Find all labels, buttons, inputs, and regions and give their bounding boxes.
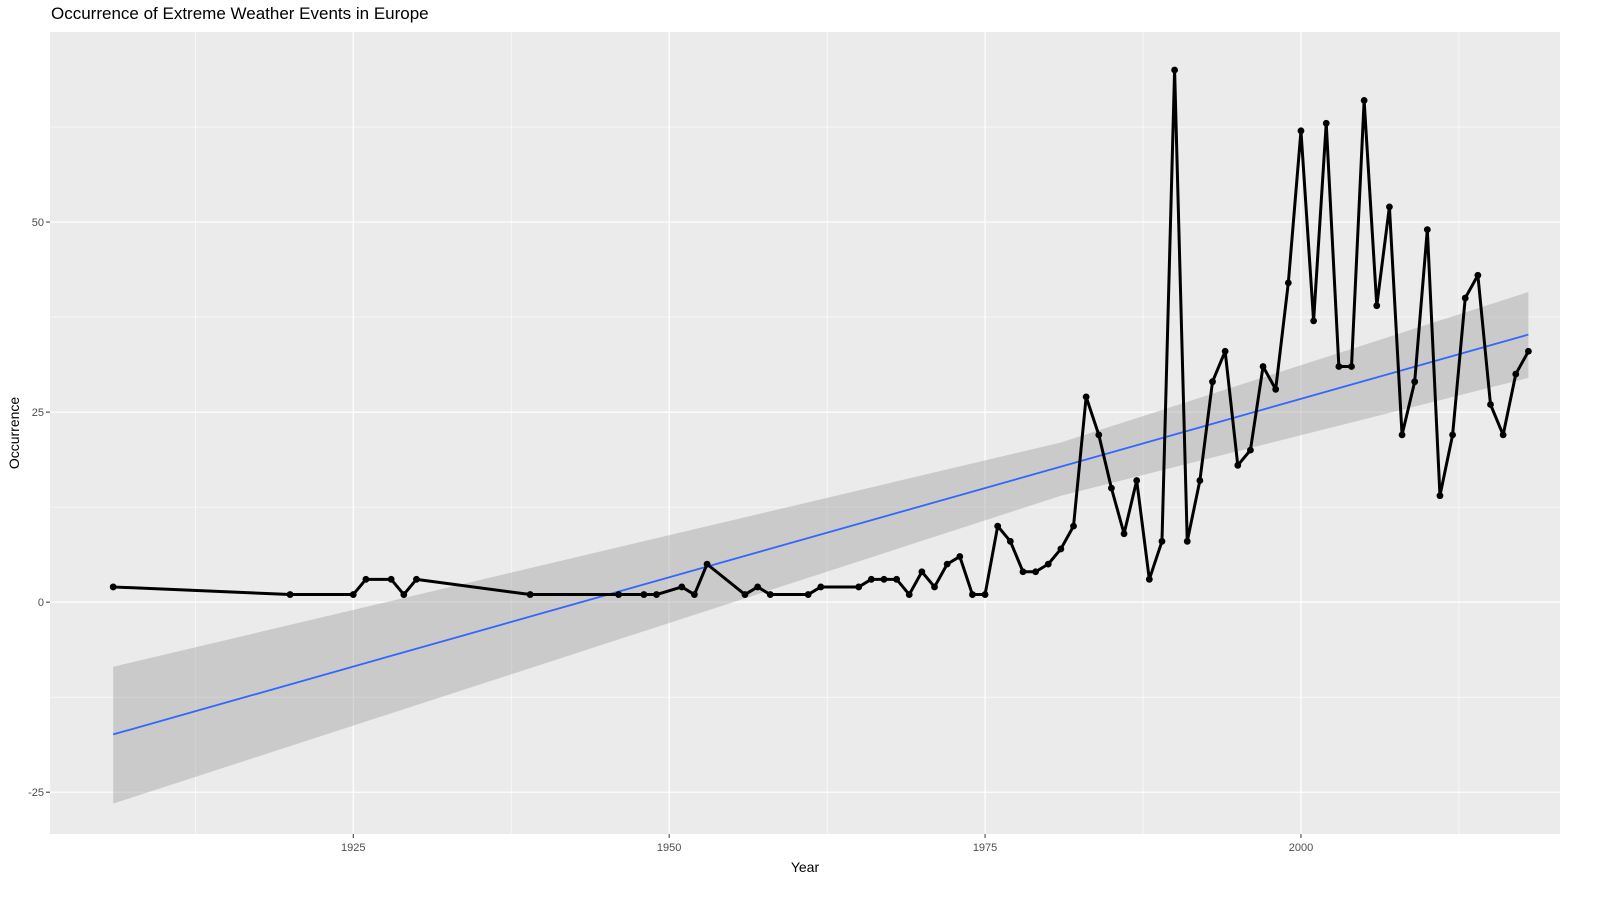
data-point	[1259, 363, 1267, 370]
data-point	[931, 583, 938, 591]
x-axis: 1925 1950 1975 2000	[341, 834, 1313, 854]
data-point	[1360, 97, 1368, 104]
data-point	[1044, 560, 1052, 568]
data-point	[981, 591, 989, 598]
x-tick-label: 2000	[1289, 842, 1313, 854]
chart-title: Occurrence of Extreme Weather Events in …	[51, 4, 429, 23]
data-point	[1386, 203, 1393, 211]
data-point	[678, 583, 686, 591]
data-point	[994, 522, 1002, 530]
data-point	[1423, 226, 1431, 234]
data-point	[1335, 363, 1343, 370]
data-point	[1120, 530, 1128, 538]
data-point	[1108, 484, 1115, 492]
data-point	[615, 591, 623, 598]
data-point	[754, 583, 762, 591]
data-point	[1284, 279, 1292, 287]
data-point	[943, 560, 951, 568]
x-tick-label: 1975	[973, 842, 997, 854]
y-tick-label: 25	[32, 407, 44, 419]
data-point	[1461, 294, 1469, 302]
data-point	[1082, 393, 1090, 401]
data-point	[867, 575, 875, 583]
data-point	[653, 591, 660, 598]
data-point	[855, 583, 863, 591]
data-point	[1095, 431, 1103, 439]
y-axis-title: Occurrence	[6, 397, 22, 470]
data-point	[817, 583, 825, 591]
y-tick-label: 50	[32, 217, 44, 229]
data-point	[387, 575, 395, 583]
plot-panel	[50, 32, 1560, 834]
data-point	[703, 560, 711, 568]
data-point	[1171, 66, 1179, 74]
data-point	[1310, 317, 1317, 325]
data-point	[741, 591, 749, 598]
data-point	[1525, 347, 1532, 355]
data-point	[1487, 401, 1494, 408]
data-point	[1158, 537, 1166, 545]
data-point	[1449, 431, 1456, 439]
data-point	[1145, 575, 1153, 583]
data-point	[969, 591, 976, 598]
grid-lines	[50, 32, 1560, 834]
data-point	[640, 591, 648, 598]
data-point	[880, 575, 888, 583]
data-point	[1019, 568, 1027, 576]
data-point	[1183, 537, 1191, 545]
x-tick-label: 1925	[341, 842, 365, 854]
data-point	[1247, 446, 1254, 454]
data-point	[1322, 119, 1330, 127]
data-point	[349, 591, 357, 598]
data-point	[1221, 347, 1229, 355]
data-point	[286, 591, 294, 598]
data-point	[1272, 385, 1280, 393]
data-point	[1297, 127, 1305, 135]
data-point	[1373, 302, 1381, 310]
data-point	[1474, 271, 1482, 279]
confidence-band	[113, 291, 1529, 804]
data-point	[804, 591, 812, 598]
y-axis: -25 0 25 50	[28, 217, 50, 799]
data-point	[1006, 537, 1014, 545]
data-point	[1032, 568, 1040, 576]
data-point	[1348, 363, 1355, 370]
data-point	[362, 575, 370, 583]
data-point	[1209, 378, 1216, 386]
x-tick-label: 1950	[657, 842, 681, 854]
data-point	[893, 575, 901, 583]
data-point	[918, 568, 926, 576]
y-tick-label: -25	[28, 787, 44, 799]
data-point	[1196, 477, 1204, 484]
trend-line-layer	[112, 333, 1529, 736]
x-axis-title: Year	[791, 859, 820, 875]
data-point	[1070, 522, 1077, 530]
data-point	[956, 553, 964, 560]
confidence-band-layer	[113, 291, 1529, 804]
data-point	[1398, 431, 1406, 439]
data-point	[1512, 370, 1520, 378]
data-point	[413, 575, 420, 583]
data-point	[905, 591, 913, 598]
series-layer	[109, 66, 1532, 598]
data-point	[766, 591, 774, 598]
data-point	[400, 591, 408, 598]
data-point	[1057, 545, 1065, 553]
data-point	[1436, 492, 1444, 500]
y-tick-label: 0	[38, 597, 44, 609]
data-point	[109, 583, 117, 591]
data-point	[526, 591, 534, 598]
data-point	[1411, 378, 1419, 386]
data-point	[1234, 461, 1242, 469]
trend-line	[112, 333, 1529, 736]
data-point	[1499, 431, 1507, 439]
data-point	[1133, 477, 1141, 484]
data-point	[691, 591, 698, 598]
